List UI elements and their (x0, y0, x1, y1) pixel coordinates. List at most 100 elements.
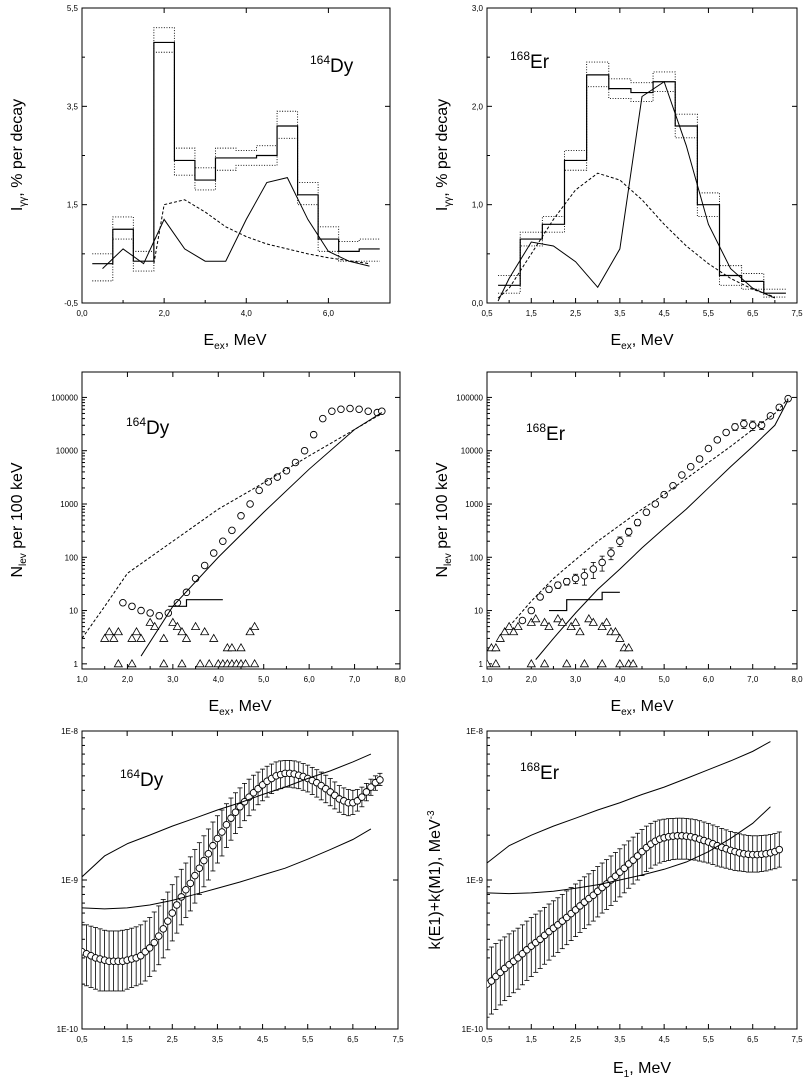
data-point (589, 565, 598, 573)
x-tick-label: 7,5 (791, 1035, 803, 1044)
y-tick-label: 10000 (461, 447, 484, 456)
data-point (642, 508, 651, 516)
x-tick-label: 2,0 (159, 309, 171, 318)
step-histogram-solid (498, 74, 786, 294)
data-point (536, 593, 544, 601)
panel-p5: 0,5 1,5 2,5 3,5 4,5 5,5 6,5 7,5 1E-10 1E-9 1E-8 164… (57, 727, 404, 1044)
y-tick-label: 100000 (51, 393, 78, 402)
x-axis-label-unit: , MeV (632, 332, 674, 349)
triangle-point (168, 617, 178, 626)
data-point (209, 841, 217, 850)
data-point (159, 925, 168, 933)
data-point (264, 478, 273, 486)
triangle-point (584, 614, 594, 623)
y-tick-label: 1,0 (472, 201, 484, 210)
x-tick-label: 8,0 (394, 675, 406, 684)
data-point (231, 808, 240, 816)
triangle-point (131, 626, 142, 636)
data-point (209, 549, 218, 557)
x-tick-label: 6,0 (323, 309, 335, 318)
element-symbol: Dy (146, 418, 170, 439)
data-point (119, 599, 127, 607)
data-point (633, 518, 642, 527)
x-tick-label: 6,0 (703, 675, 715, 684)
data-point (213, 834, 222, 843)
data-point (607, 549, 615, 557)
data-point (222, 820, 231, 829)
x-axis-label-main: E (203, 332, 214, 349)
step-histogram-dot (498, 61, 786, 290)
y-tick-label: 5,5 (67, 4, 79, 13)
data-point (200, 856, 208, 865)
plot-area (82, 753, 384, 992)
data-point (200, 561, 209, 570)
nucleus-label: 168Er (520, 760, 560, 784)
triangle-point (127, 659, 137, 668)
triangle-point (249, 621, 260, 630)
x-axis-label: Eex, MeV (610, 332, 673, 352)
triangle-point (109, 633, 119, 642)
triangle-point (531, 614, 541, 623)
triangle-point (566, 621, 576, 630)
triangle-point (491, 659, 501, 668)
y-tick-label: 1 (479, 660, 484, 669)
y-tick-label: 2,0 (472, 102, 484, 111)
triangle-point (610, 626, 621, 636)
triangle-point (544, 621, 554, 630)
nucleus-label: 164Dy (126, 415, 170, 439)
triangle-point (236, 642, 246, 652)
y-tick-label: 1000 (60, 500, 78, 509)
y-tick-label: 1E-9 (61, 876, 78, 885)
data-point (775, 403, 784, 412)
y-tick-label: -0,5 (64, 299, 78, 308)
y-tick-label: 3,0 (472, 4, 484, 13)
data-point (236, 803, 244, 811)
data-point (620, 864, 629, 872)
x-tick-label: 0,5 (76, 1035, 88, 1044)
y-axis-label-unit: , % per decay (9, 99, 26, 197)
y-axis-label-main: k(E1)+k(M1), MeV (427, 819, 444, 950)
x-tick-label: 1,5 (526, 309, 538, 318)
mass-number: 168 (526, 421, 546, 435)
panel-p2: 0,5 1,5 2,5 3,5 4,5 5,5 6,5 7,50,01,02,03,0168E… (434, 4, 803, 352)
plot-frame (486, 730, 798, 1030)
plot-area (487, 741, 784, 1018)
data-point (337, 405, 345, 413)
y-tick-label: 1000 (465, 500, 483, 509)
triangle-point (199, 626, 210, 636)
y-axis-label-main: N (9, 566, 26, 578)
triangle-point (588, 617, 598, 626)
data-point (624, 528, 633, 536)
x-tick-label: 7,5 (392, 1035, 404, 1044)
data-point (554, 581, 562, 589)
y-axis-label: k(E1)+k(M1), MeV-3 (426, 810, 444, 950)
data-point (731, 423, 739, 431)
y-tick-label: 10000 (56, 447, 79, 456)
y-tick-label: 3,5 (67, 102, 79, 111)
x-axis-label-sub: ex (621, 341, 632, 352)
mass-number: 164 (126, 415, 146, 429)
x-axis-label-unit: , MeV (629, 1060, 671, 1077)
triangle-point (500, 626, 510, 636)
data-point (358, 793, 366, 801)
data-point (173, 901, 181, 909)
triangle-point (177, 659, 187, 668)
y-tick-label: 10 (69, 607, 78, 616)
data-point (146, 609, 154, 617)
y-axis-label-unit: per 100 keV (9, 462, 26, 553)
data-point (145, 944, 154, 952)
step-histogram-dot (92, 27, 380, 255)
element-symbol: Er (540, 763, 560, 784)
nucleus-label: 168Er (526, 421, 566, 445)
plot-area (487, 394, 792, 668)
triangle-point (204, 659, 214, 668)
x-axis-label-main: E (610, 332, 621, 349)
triangle-point (513, 621, 523, 630)
y-axis-label: Iγγ, % per decay (9, 99, 29, 211)
triangle-point (624, 642, 634, 652)
y-tick-label: 100 (470, 553, 484, 562)
triangle-point (553, 614, 563, 623)
x-tick-label: 5,0 (258, 675, 270, 684)
data-point (514, 954, 522, 962)
x-tick-label: 1,5 (122, 1035, 134, 1044)
